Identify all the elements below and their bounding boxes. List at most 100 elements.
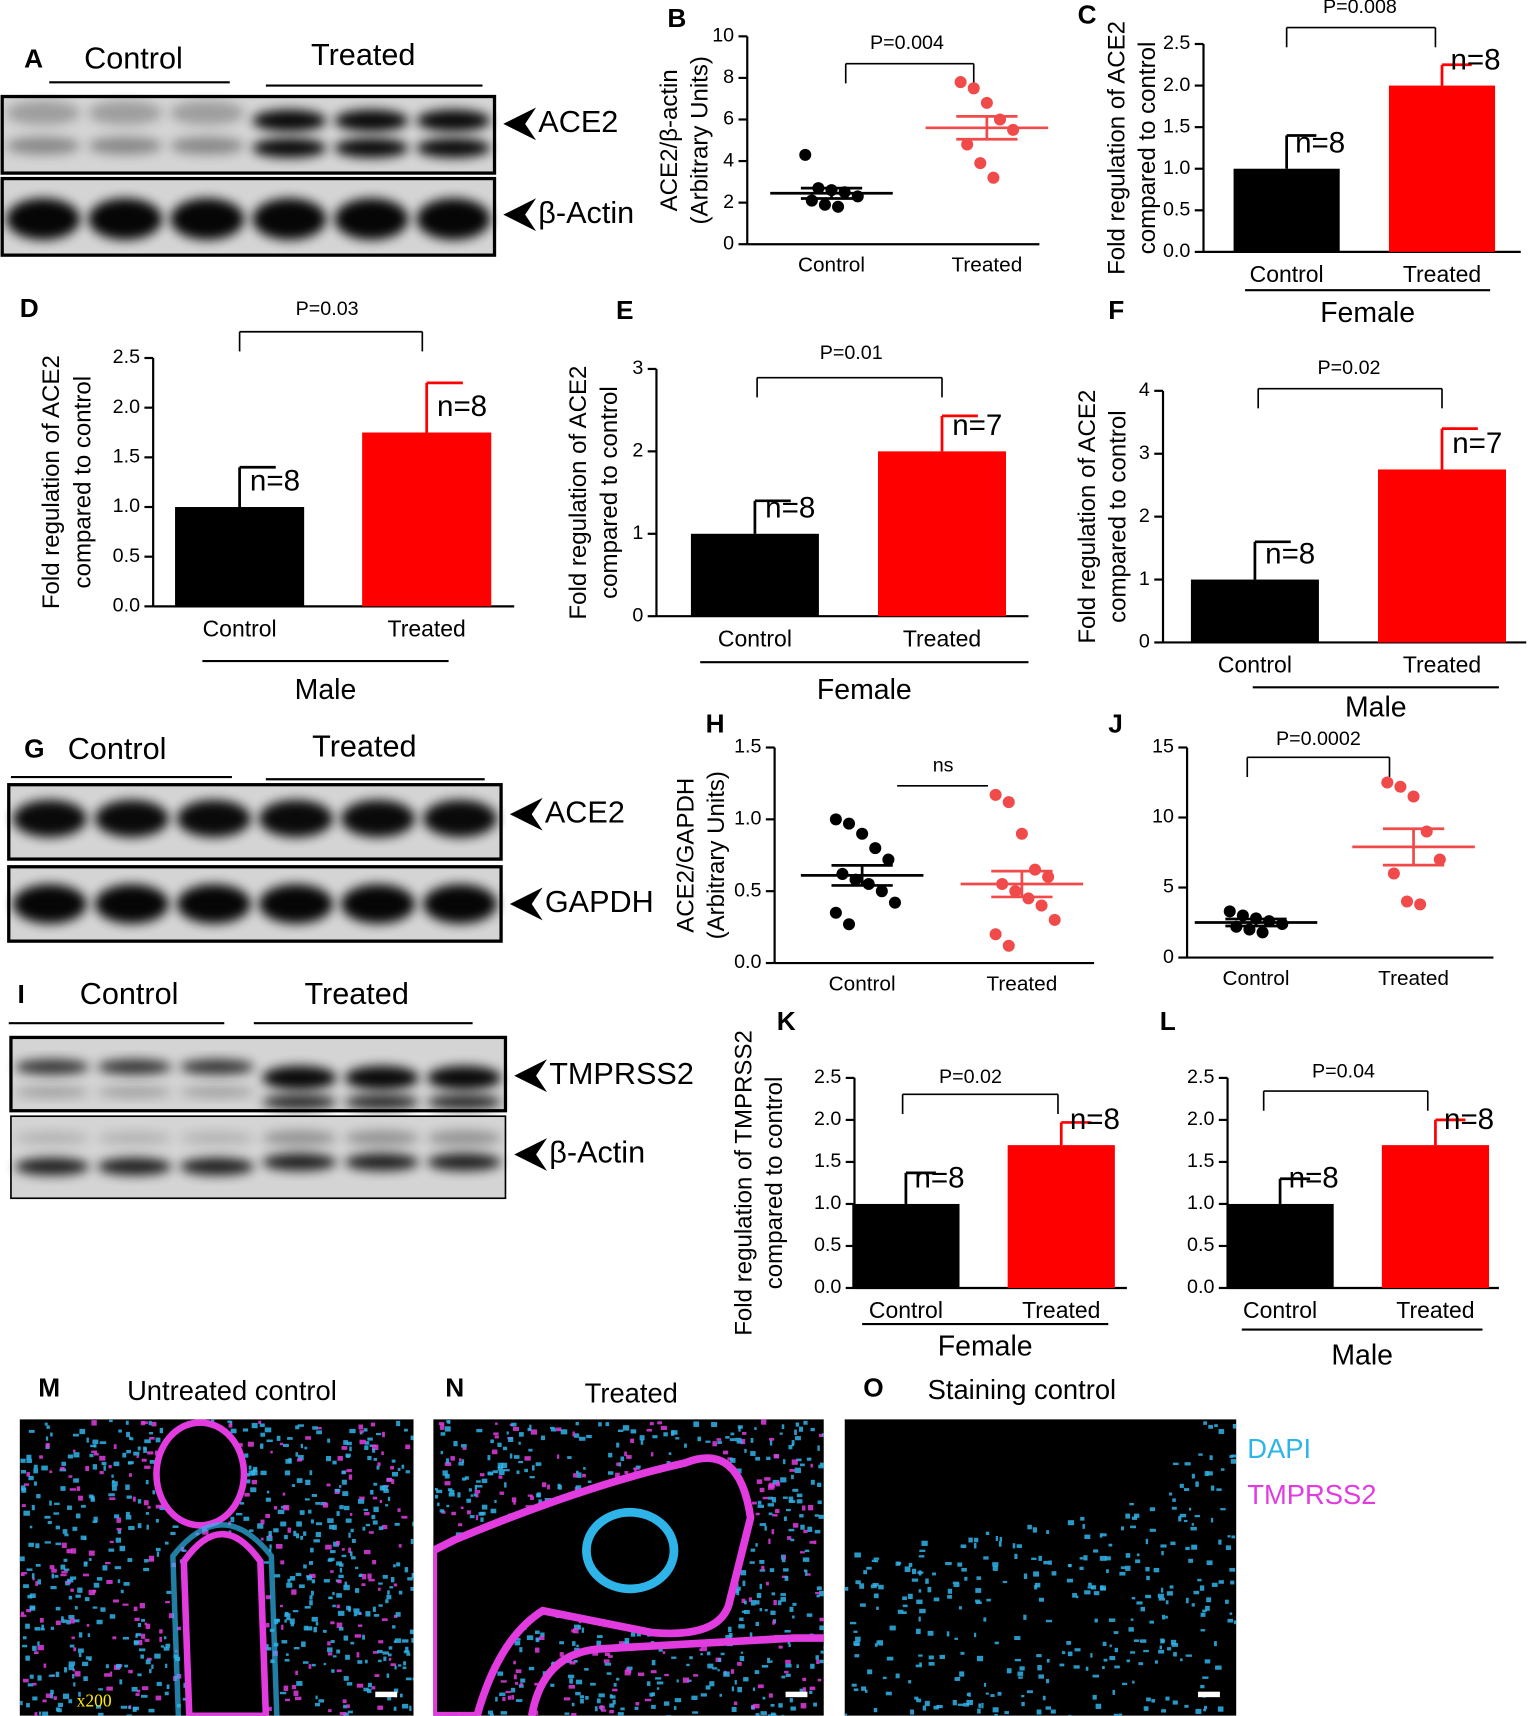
cell [287,1437,293,1440]
cell [761,1565,765,1571]
cell [144,1439,151,1444]
lane-group-label: Control [84,42,183,76]
cell [81,1504,86,1508]
cell [88,1550,95,1556]
cell [819,1617,824,1622]
cell [753,1703,760,1709]
y-axis-label: (Arbitrary Units) [703,771,730,939]
cell [1183,1488,1190,1492]
cell [803,1529,808,1534]
cell [513,1500,516,1505]
cell [35,1581,39,1586]
cell [878,1640,883,1646]
cell [480,1517,484,1522]
cell [373,1458,377,1461]
y-axis-label: Fold regulation of ACE2 [1104,21,1131,275]
cell [132,1496,136,1502]
bar [362,432,492,607]
cell [388,1657,392,1661]
cell [476,1485,483,1488]
cell [77,1648,84,1653]
cell [1068,1564,1072,1568]
cell [112,1599,119,1603]
cell [328,1709,332,1713]
cell [625,1668,629,1672]
cell [794,1467,801,1474]
blot-background [10,1116,506,1199]
cell [276,1618,280,1623]
cell [394,1665,397,1670]
cell [287,1527,291,1533]
cell [504,1482,507,1488]
cell [624,1670,631,1676]
cell [954,1677,961,1681]
cell [32,1696,38,1701]
n-label: n=8 [1289,1162,1339,1195]
cell [31,1573,35,1579]
blot-band [334,198,409,240]
cell [145,1479,149,1485]
cell [461,1477,467,1481]
cell [1229,1612,1233,1615]
cell [329,1524,334,1530]
cell [1230,1580,1235,1585]
cell [336,1622,343,1628]
cell [346,1704,350,1709]
panel-letter: N [445,1373,464,1403]
cell [649,1692,654,1697]
cell [409,1705,412,1712]
cell [782,1459,786,1465]
cell [814,1514,819,1517]
cell [983,1556,989,1560]
cell [295,1533,300,1539]
cell [367,1682,372,1688]
blot-band [97,1131,172,1145]
cell [587,1480,592,1483]
cell [445,1458,450,1464]
cell [403,1661,407,1666]
cell [50,1432,53,1437]
blot-band [262,1065,337,1090]
cell [725,1436,730,1439]
cell [866,1566,872,1570]
cell [1159,1645,1163,1650]
cell [334,1489,341,1493]
cell [1167,1647,1172,1651]
cell [363,1428,368,1432]
cell [339,1485,342,1488]
cell [819,1625,824,1631]
cell [692,1711,699,1714]
cell [1188,1558,1194,1563]
cell [370,1422,376,1427]
cell [585,1695,589,1700]
cell [1135,1559,1141,1564]
cell [336,1511,340,1516]
cell [407,1577,413,1581]
cell [924,1700,930,1707]
cell [316,1430,323,1435]
cell [908,1680,912,1684]
cell [1103,1658,1108,1662]
data-point [1387,867,1400,880]
cell [1169,1585,1174,1589]
cell [606,1672,612,1675]
cell [381,1485,388,1491]
cell [39,1455,43,1459]
blot-background [8,866,502,942]
cell [342,1491,349,1497]
cell [163,1646,170,1651]
cell [119,1545,126,1552]
cell [461,1459,465,1463]
cell [67,1578,74,1583]
cell [29,1674,34,1679]
cell [738,1426,741,1432]
cell [1125,1553,1131,1558]
cell [620,1707,625,1711]
cell [1038,1674,1044,1679]
cell [876,1640,880,1645]
cell [750,1705,755,1710]
cell [280,1521,287,1527]
cell [93,1452,99,1456]
cell [343,1635,349,1641]
cell [285,1653,289,1656]
